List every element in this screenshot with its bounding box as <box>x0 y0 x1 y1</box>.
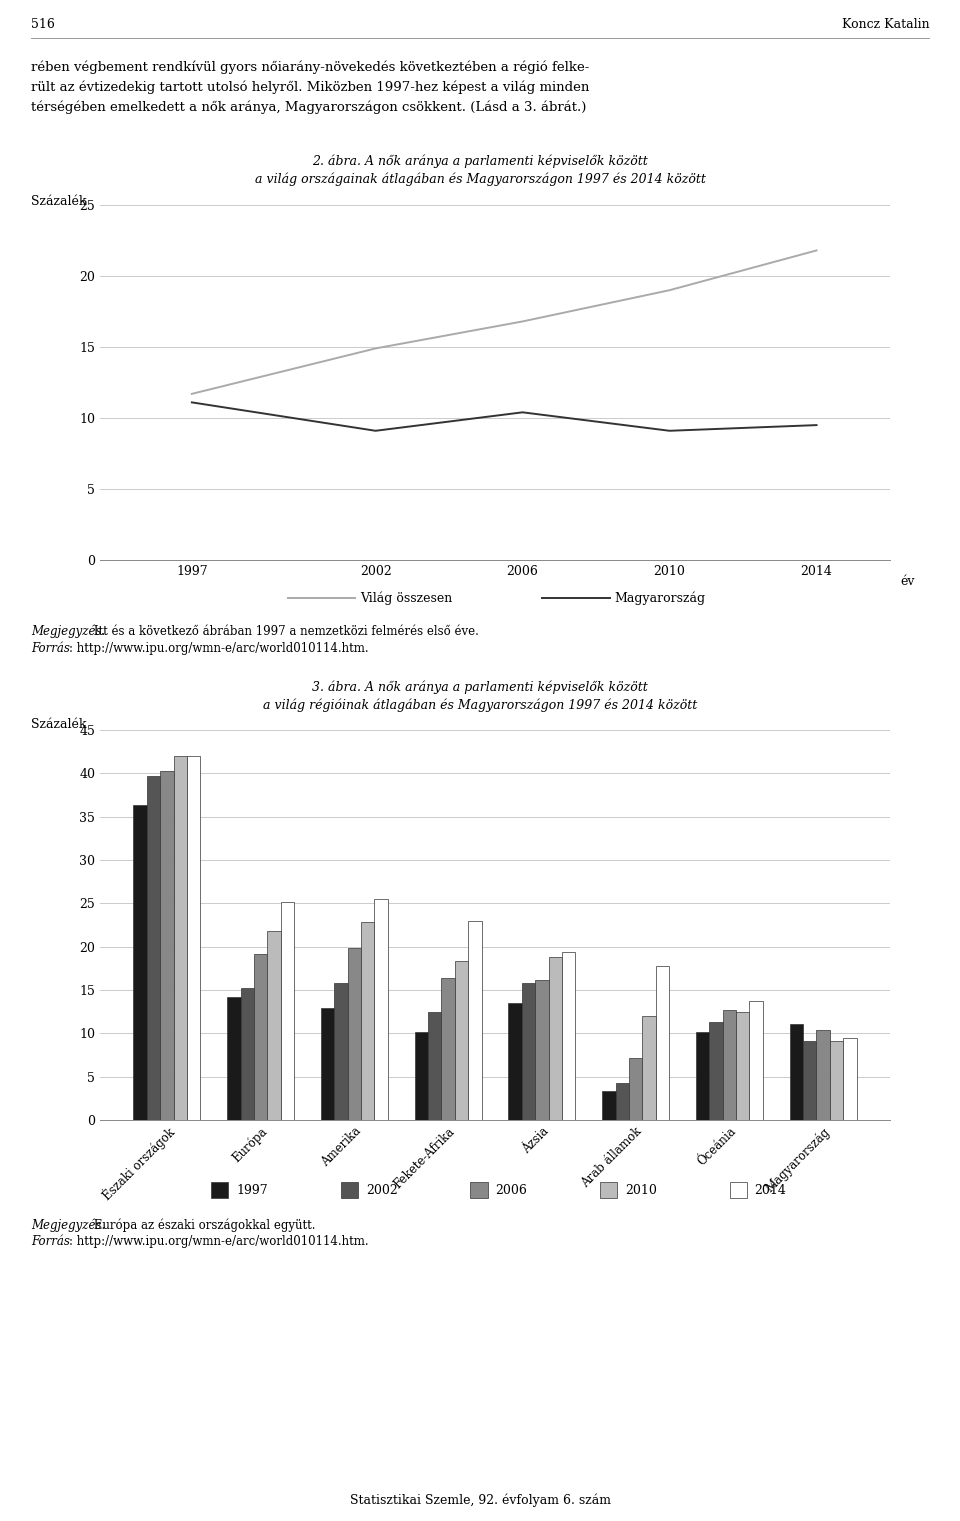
Text: 3. ábra. A nők aránya a parlamenti képviselők között: 3. ábra. A nők aránya a parlamenti képvi… <box>312 680 648 694</box>
Text: rült az évtizedekig tartott utolsó helyről. Miközben 1997-hez képest a világ min: rült az évtizedekig tartott utolsó helyr… <box>31 81 589 93</box>
Text: 2014: 2014 <box>755 1183 786 1197</box>
Text: Megjegyzés.: Megjegyzés. <box>31 625 105 639</box>
Bar <box>562 952 575 1119</box>
Text: 2002: 2002 <box>366 1183 397 1197</box>
Bar <box>548 957 562 1119</box>
Bar <box>174 756 187 1119</box>
Bar <box>241 989 254 1119</box>
Bar <box>522 983 535 1119</box>
Bar <box>334 983 348 1119</box>
Text: : http://www.ipu.org/wmn-e/arc/world010114.htm.: : http://www.ipu.org/wmn-e/arc/world0101… <box>69 642 369 656</box>
Text: 2010: 2010 <box>625 1183 657 1197</box>
Bar <box>750 1001 763 1119</box>
Bar <box>468 920 482 1119</box>
Bar <box>709 1022 723 1119</box>
Bar <box>535 981 548 1119</box>
Text: Európa az északi országokkal együtt.: Európa az északi országokkal együtt. <box>90 1218 316 1232</box>
Text: Koncz Katalin: Koncz Katalin <box>842 18 929 30</box>
Bar <box>829 1042 843 1119</box>
Text: a világ régióinak átlagában és Magyarországon 1997 és 2014 között: a világ régióinak átlagában és Magyarors… <box>263 698 697 712</box>
Bar <box>455 961 468 1119</box>
Text: 516: 516 <box>31 18 55 30</box>
Bar <box>321 1008 334 1119</box>
Bar <box>348 949 361 1119</box>
Bar <box>642 1016 656 1119</box>
Text: 2. ábra. A nők aránya a parlamenti képviselők között: 2. ábra. A nők aránya a parlamenti képvi… <box>312 155 648 169</box>
Bar <box>160 771 174 1119</box>
Bar <box>147 776 160 1119</box>
Bar <box>254 954 268 1119</box>
Bar <box>361 922 374 1119</box>
Text: rében végbement rendkívül gyors nőiarány-növekedés következtében a régió felke-: rében végbement rendkívül gyors nőiarány… <box>31 59 589 73</box>
Bar <box>629 1057 642 1119</box>
Text: a világ országainak átlagában és Magyarországon 1997 és 2014 között: a világ országainak átlagában és Magyaro… <box>254 173 706 187</box>
Bar <box>723 1010 736 1119</box>
Text: év: év <box>900 575 915 589</box>
Text: Megjegyzés.: Megjegyzés. <box>31 1218 105 1232</box>
Bar <box>656 966 669 1119</box>
Text: : http://www.ipu.org/wmn-e/arc/world010114.htm.: : http://www.ipu.org/wmn-e/arc/world0101… <box>69 1235 369 1249</box>
Bar <box>789 1024 803 1119</box>
Bar <box>442 978 455 1119</box>
Bar <box>374 899 388 1119</box>
Bar <box>428 1011 442 1119</box>
Text: 1997: 1997 <box>236 1183 268 1197</box>
Text: Forrás: Forrás <box>31 1235 69 1249</box>
Bar <box>133 805 147 1119</box>
Text: Százalék: Százalék <box>31 718 86 732</box>
Bar <box>280 902 294 1119</box>
Bar <box>228 996 241 1119</box>
Bar <box>602 1091 615 1119</box>
Bar <box>803 1042 816 1119</box>
Bar <box>509 1002 522 1119</box>
Bar <box>268 931 280 1119</box>
Bar <box>843 1037 856 1119</box>
Text: Itt és a következő ábrában 1997 a nemzetközi felmérés első éve.: Itt és a következő ábrában 1997 a nemzet… <box>90 625 479 637</box>
Bar <box>816 1030 829 1119</box>
Text: 2006: 2006 <box>495 1183 527 1197</box>
Text: Százalék: Százalék <box>31 195 86 208</box>
Bar <box>187 756 201 1119</box>
Bar <box>415 1031 428 1119</box>
Text: Forrás: Forrás <box>31 642 69 656</box>
Bar <box>615 1083 629 1119</box>
Text: Magyarország: Magyarország <box>614 592 706 605</box>
Bar <box>736 1011 750 1119</box>
Bar <box>696 1033 709 1119</box>
Text: Világ összesen: Világ összesen <box>360 592 452 605</box>
Text: térségében emelkedett a nők aránya, Magyarországon csökkent. (Lásd a 3. ábrát.): térségében emelkedett a nők aránya, Magy… <box>31 100 587 114</box>
Text: Statisztikai Szemle, 92. évfolyam 6. szám: Statisztikai Szemle, 92. évfolyam 6. szá… <box>349 1494 611 1507</box>
